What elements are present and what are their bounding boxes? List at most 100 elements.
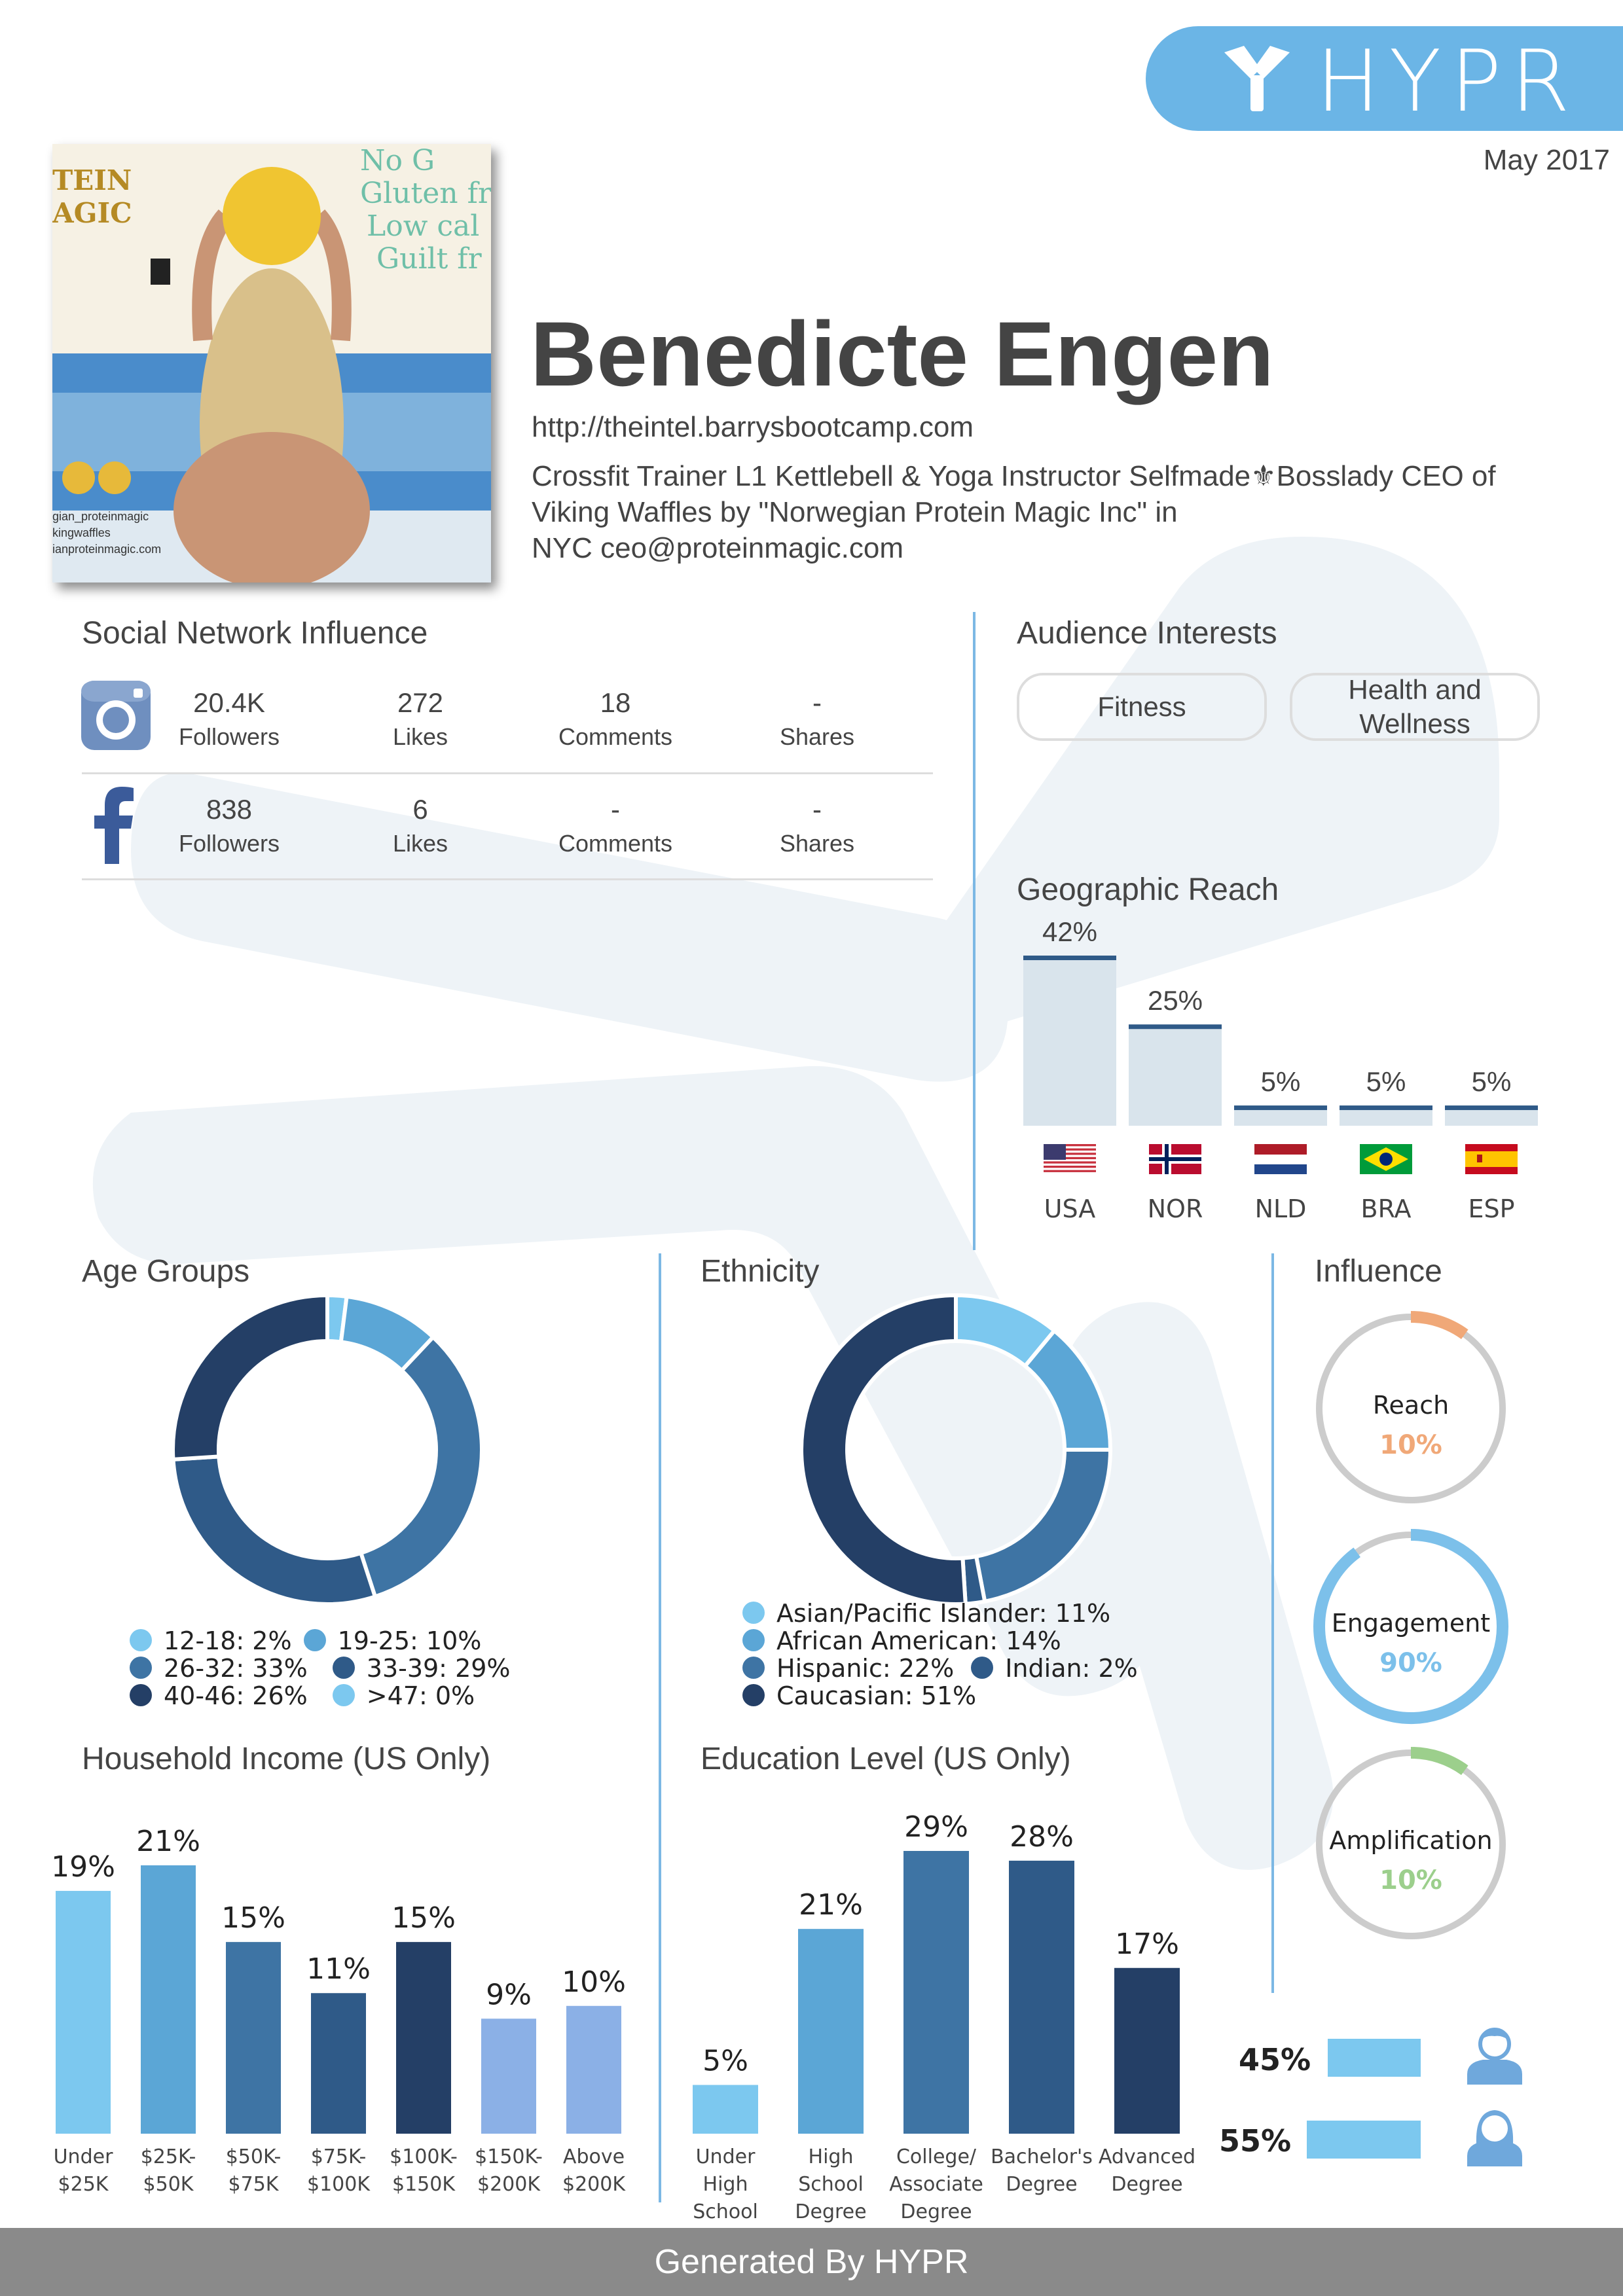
donut-slice: [358, 1334, 484, 1600]
bar-category-label: Degree: [1006, 2173, 1077, 2196]
facebook-followers: 838: [206, 794, 253, 825]
bar: [56, 1891, 111, 2134]
donut-slice: [171, 1293, 329, 1462]
bar-category-label: School: [693, 2200, 758, 2223]
bar-category-label: High: [809, 2145, 854, 2168]
facebook-shares: -: [812, 794, 822, 825]
ethnicity-legend-item: Indian: 2%: [1005, 1654, 1138, 1683]
age-legend-item: 40-46: 26%: [164, 1681, 308, 1710]
geo-bar-top: [1234, 1105, 1327, 1111]
geo-bar-top: [1445, 1105, 1538, 1111]
svg-text:TEIN: TEIN: [52, 164, 132, 196]
reach-label: Reach: [1372, 1391, 1450, 1420]
profile-name: Benedicte Engen: [530, 302, 1274, 405]
bar-category-label: Under: [54, 2145, 113, 2168]
geo-country-label: BRA: [1361, 1194, 1412, 1223]
legend-swatch: [332, 1656, 355, 1679]
report-date: May 2017: [1483, 144, 1610, 176]
facebook-shares-label: Shares: [779, 830, 855, 857]
bar-value-label: 15%: [392, 1901, 456, 1935]
bio-line: Viking Waffles by "Norwegian Protein Mag…: [532, 496, 1178, 528]
bar: [481, 2018, 536, 2134]
bar: [226, 1942, 281, 2134]
male-user-icon: [1467, 2028, 1522, 2085]
bar-value-label: 10%: [562, 1965, 626, 1999]
profile-photo-art: TEIN AGIC No G Gluten fr Low cal Guilt f…: [52, 144, 491, 583]
facebook-likes-label: Likes: [392, 830, 448, 857]
bio-line: Crossfit Trainer L1 Kettlebell & Yoga In…: [532, 460, 1496, 492]
geo-value-label: 25%: [1148, 985, 1203, 1016]
bar: [903, 1851, 969, 2134]
ethnicity-legend-item: Asian/Pacific Islander: 11%: [776, 1599, 1111, 1628]
facebook-icon: [94, 787, 134, 864]
age-legend: 12-18: 2% 19-25: 10% 26-32: 33% 33-39: 29%…: [130, 1626, 588, 1710]
bar-value-label: 21%: [799, 1888, 863, 1922]
bar-category-label: $50K-: [226, 2145, 282, 2168]
male-bar: [1328, 2039, 1421, 2077]
bar-category-label: $25K-: [141, 2145, 196, 2168]
female-bar: [1307, 2121, 1421, 2159]
geo-value-label: 5%: [1261, 1066, 1301, 1097]
donut-slice: [974, 1448, 1113, 1604]
donut-slice: [1022, 1327, 1113, 1452]
legend-swatch: [742, 1683, 765, 1706]
age-legend-item: >47: 0%: [366, 1681, 475, 1710]
geo-bar-top: [1129, 1024, 1222, 1030]
legend-swatch: [130, 1628, 152, 1651]
profile-url[interactable]: http://theintel.barrysbootcamp.com: [532, 411, 974, 443]
divider: [82, 878, 933, 880]
influence-section-title: Influence: [1315, 1254, 1442, 1289]
age-legend-item: 19-25: 10%: [337, 1626, 482, 1655]
geo-bars: 42% USA 25% NOR 5% NLD 5% BRA 5% ESP: [1023, 916, 1538, 1223]
profile-bio: Crossfit Trainer L1 Kettlebell & Yoga In…: [532, 458, 1553, 566]
geo-value-label: 5%: [1366, 1066, 1406, 1097]
income-bar-chart: 19% Under $25K 21% $25K- $50K 15% $50K- $75K 11% $…: [51, 1825, 626, 2196]
svg-text:Guilt fr: Guilt fr: [376, 242, 483, 276]
facebook-likes: 6: [412, 794, 428, 825]
amplification-label: Amplification: [1329, 1826, 1493, 1855]
bar: [396, 1942, 451, 2134]
ring-progress: [1410, 1747, 1468, 1776]
ring-progress: [1410, 1311, 1468, 1340]
svg-text:Gluten fr: Gluten fr: [360, 177, 491, 210]
bar: [798, 1929, 864, 2134]
bra-flag-icon: [1360, 1144, 1412, 1174]
svg-text:kingwaffles: kingwaffles: [52, 526, 111, 539]
bar: [311, 1993, 366, 2134]
geo-country-label: ESP: [1468, 1194, 1514, 1223]
bar-category-label: High: [703, 2173, 748, 2196]
geo-bar: [1023, 956, 1116, 1126]
divider: [82, 772, 933, 774]
bar-category-label: Above: [563, 2145, 625, 2168]
ethnicity-legend-item: Hispanic: 22%: [776, 1654, 955, 1683]
ethnicity-section-title: Ethnicity: [701, 1254, 820, 1289]
instagram-likes-label: Likes: [392, 723, 448, 750]
bar: [693, 2085, 758, 2134]
bar-category-label: $75K-: [311, 2145, 367, 2168]
bar-category-label: $100K: [307, 2173, 371, 2196]
bar-category-label: Advanced: [1099, 2145, 1195, 2168]
ethnicity-legend: Asian/Pacific Islander: 11% African Amer…: [742, 1599, 1266, 1710]
nld-flag-icon: [1254, 1144, 1307, 1174]
bar-category-label: $50K: [143, 2173, 194, 2196]
interests-section-title: Audience Interests: [1017, 616, 1277, 651]
bar-category-label: College/: [896, 2145, 977, 2168]
interest-tag-fitness: Fitness: [1017, 673, 1267, 741]
svg-text:No G: No G: [360, 144, 435, 177]
geo-chart: 42% USA 25% NOR 5% NLD 5% BRA 5% ESP: [1017, 910, 1541, 1250]
column-divider: [973, 612, 976, 1250]
column-divider: [659, 1253, 661, 2202]
ring-progress: [1313, 1529, 1508, 1724]
bar-category-label: $150K-: [475, 2145, 543, 2168]
female-percent: 55%: [1219, 2123, 1292, 2159]
age-donut-chart: [171, 1293, 484, 1606]
geo-value-label: 5%: [1472, 1066, 1512, 1097]
bar: [1009, 1860, 1074, 2134]
bar-value-label: 15%: [221, 1901, 285, 1935]
bar-category-label: Degree: [795, 2200, 866, 2223]
svg-text:AGIC: AGIC: [52, 197, 132, 229]
geo-value-label: 42%: [1042, 916, 1097, 947]
education-bar-chart: 5% Under High School 21% High School Degree 29% C…: [693, 1810, 1195, 2223]
engagement-label: Engagement: [1331, 1609, 1491, 1638]
geo-bar-top: [1023, 956, 1116, 960]
